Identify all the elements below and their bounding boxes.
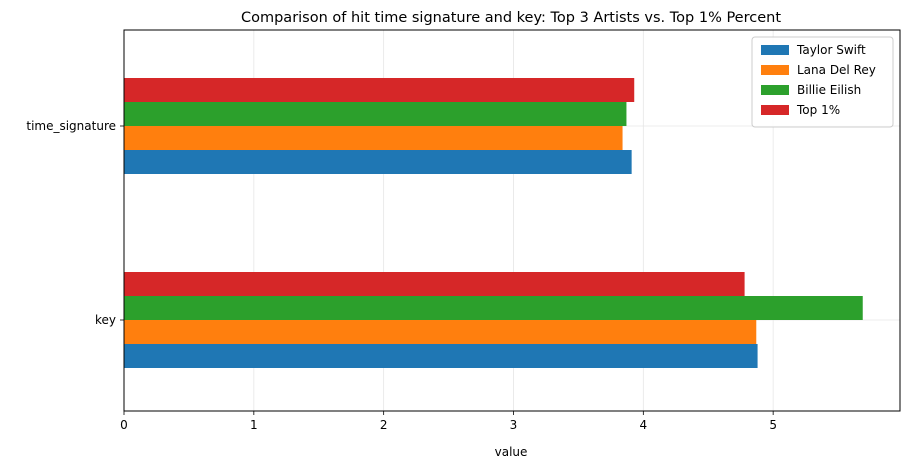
- bar: [124, 296, 863, 320]
- legend-label: Billie Eilish: [797, 83, 861, 97]
- legend-label: Taylor Swift: [796, 43, 866, 57]
- bar: [124, 78, 635, 102]
- bar: [124, 102, 627, 126]
- x-tick-label: 1: [250, 418, 258, 432]
- y-tick-label: key: [95, 313, 116, 327]
- plot-area-frame: [123, 29, 901, 412]
- bar: [124, 272, 745, 296]
- legend-swatch: [761, 45, 789, 55]
- y-tick-label: time_signature: [26, 119, 116, 133]
- legend: Taylor Swift Lana Del Rey Billie Eilish Top…: [751, 36, 894, 128]
- x-tick-label: 4: [640, 418, 648, 432]
- x-axis: 0 1 2 3 4 5: [120, 411, 777, 432]
- legend-swatch: [761, 105, 789, 115]
- legend-box: [751, 36, 894, 128]
- x-tick-label: 5: [769, 418, 777, 432]
- x-tick-label: 3: [510, 418, 518, 432]
- x-tick-label: 2: [380, 418, 388, 432]
- legend-swatch: [761, 65, 789, 75]
- x-tick-label: 0: [120, 418, 128, 432]
- bar: [124, 320, 757, 344]
- legend-label: Lana Del Rey: [797, 63, 876, 77]
- chart-title: Comparison of hit time signature and key…: [241, 10, 781, 26]
- y-axis: key time_signature: [26, 119, 124, 327]
- bar: [124, 344, 758, 368]
- bar: [124, 150, 632, 174]
- bars: [124, 78, 863, 368]
- bar: [124, 126, 623, 150]
- x-axis-label: value: [495, 445, 528, 459]
- legend-swatch: [761, 85, 789, 95]
- legend-label: Top 1%: [796, 103, 840, 117]
